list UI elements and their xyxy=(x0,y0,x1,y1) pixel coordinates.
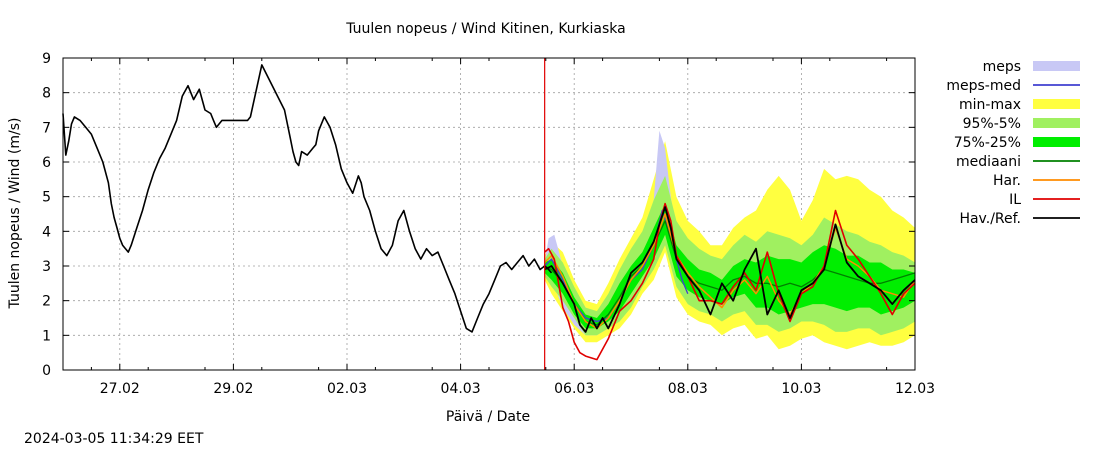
y-tick-label: 7 xyxy=(42,120,51,136)
axis-ticks: 0 1 2 3 4 5 6 7 8 9 27.02 29.02 02.03 04.03 06.03 08.03… xyxy=(42,51,935,397)
legend-label-median: mediaani xyxy=(956,154,1021,170)
y-axis-label: Tuulen nopeus / Wind (m/s) xyxy=(7,118,23,310)
x-tick-label: 08.03 xyxy=(668,381,708,397)
x-tick-label: 04.03 xyxy=(441,381,481,397)
y-tick-label: 4 xyxy=(42,224,51,240)
x-tick-label: 02.03 xyxy=(327,381,367,397)
y-tick-label: 1 xyxy=(42,328,51,344)
legend: meps meps-med min-max 95%-5% 75%-25% mediaani… xyxy=(946,59,1080,227)
legend-label-meps_med: meps-med xyxy=(946,78,1021,94)
legend-label-p75_25: 75%-25% xyxy=(954,135,1021,151)
forecast-bands xyxy=(544,130,915,350)
y-tick-label: 0 xyxy=(42,363,51,379)
legend-swatch-minmax xyxy=(1033,99,1080,109)
y-tick-label: 9 xyxy=(42,51,51,67)
x-axis-label: Päivä / Date xyxy=(446,409,530,425)
legend-label-obs: Hav./Ref. xyxy=(959,211,1021,227)
timestamp: 2024-03-05 11:34:29 EET xyxy=(24,431,204,447)
legend-label-p95_5: 95%-5% xyxy=(963,116,1021,132)
legend-label-il: IL xyxy=(1009,192,1021,208)
legend-swatch-p75_25 xyxy=(1033,137,1080,147)
il-line xyxy=(544,202,916,361)
y-tick-label: 5 xyxy=(42,190,51,206)
legend-swatch-meps xyxy=(1033,61,1080,71)
har-line xyxy=(544,213,916,330)
x-tick-label: 27.02 xyxy=(100,381,140,397)
grid xyxy=(63,58,915,370)
series-lines xyxy=(62,64,916,361)
legend-label-minmax: min-max xyxy=(959,97,1021,113)
y-tick-label: 8 xyxy=(42,86,51,102)
legend-label-meps: meps xyxy=(983,59,1021,75)
y-tick-label: 2 xyxy=(42,294,51,310)
x-tick-label: 29.02 xyxy=(213,381,253,397)
legend-swatch-p95_5 xyxy=(1033,118,1080,128)
chart-title: Tuulen nopeus / Wind Kitinen, Kurkiaska xyxy=(345,21,626,37)
y-tick-label: 6 xyxy=(42,155,51,171)
p75-25-band xyxy=(544,203,915,329)
observed-line xyxy=(62,64,553,333)
x-tick-label: 06.03 xyxy=(554,381,594,397)
reference-line xyxy=(544,206,916,333)
x-tick-label: 10.03 xyxy=(781,381,821,397)
legend-label-har: Har. xyxy=(993,173,1021,189)
y-tick-label: 3 xyxy=(42,259,51,275)
x-tick-label: 12.03 xyxy=(895,381,935,397)
